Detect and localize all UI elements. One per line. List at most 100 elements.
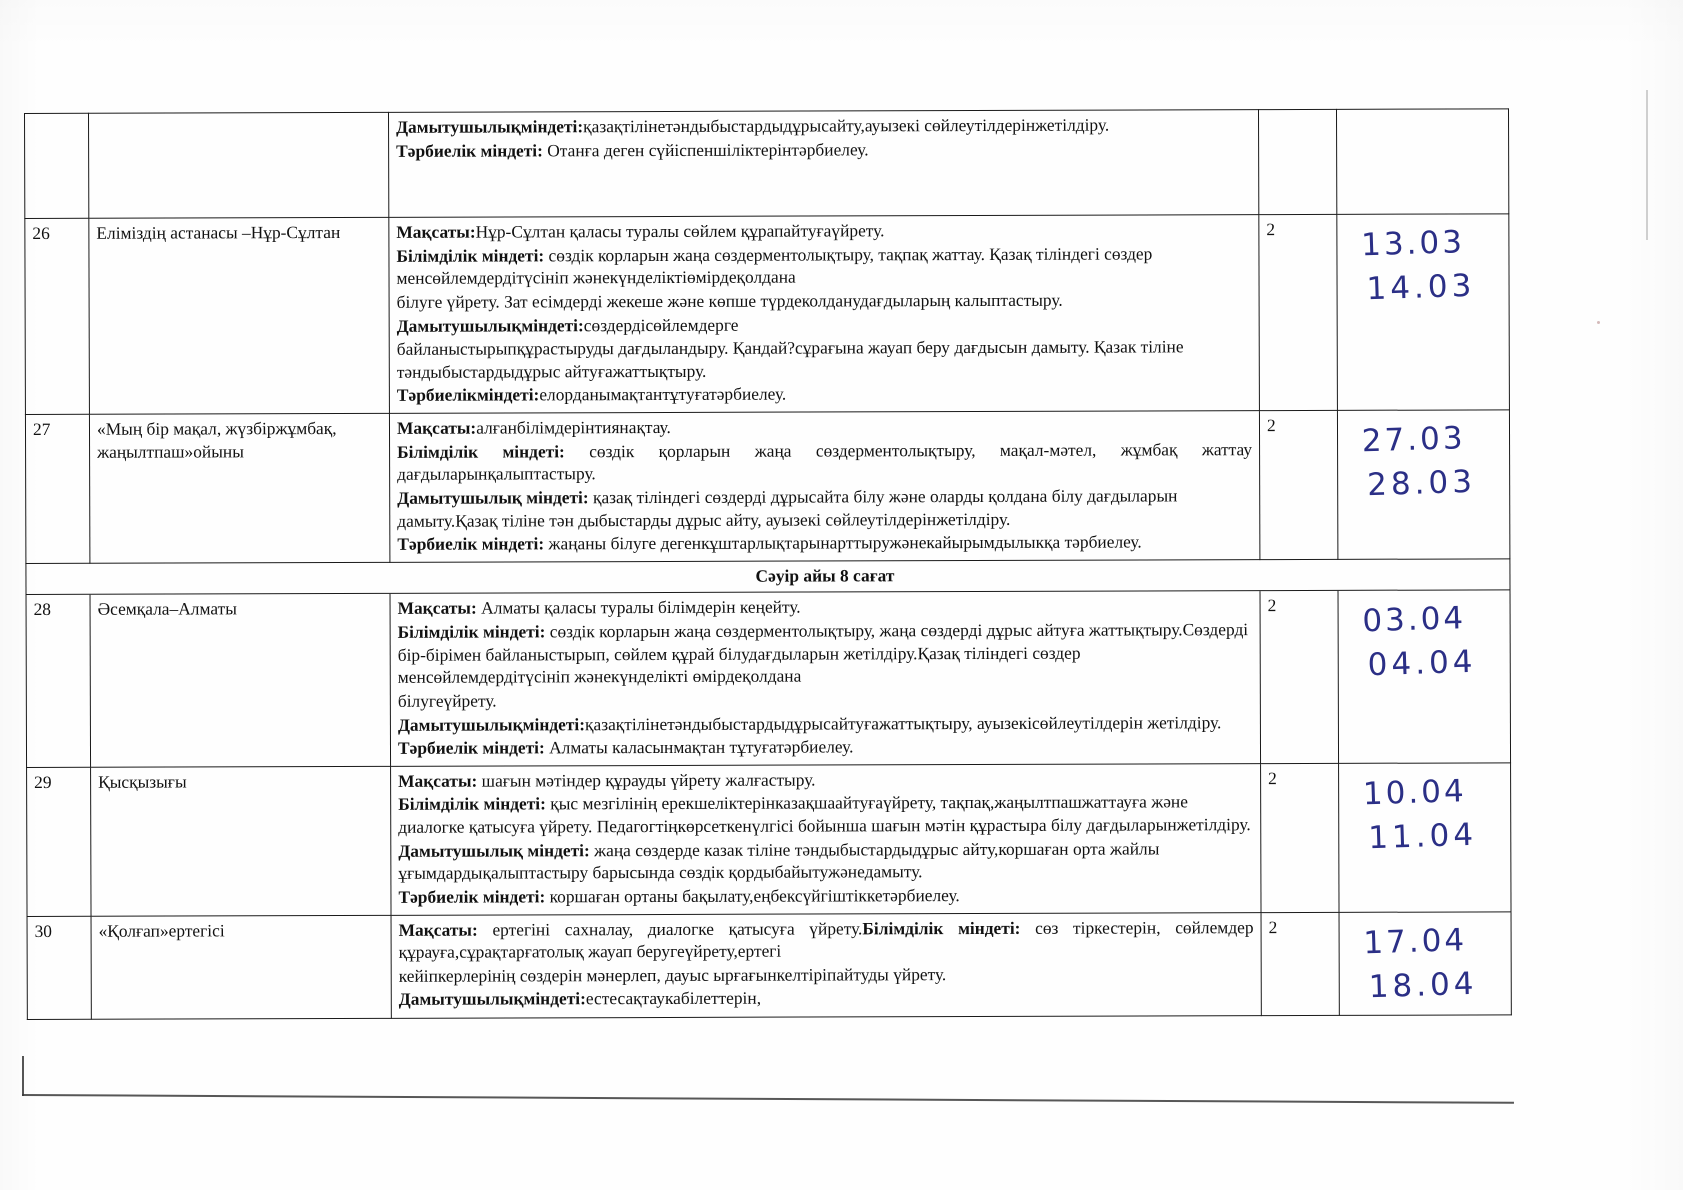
row-hours-cell: 2 — [1261, 911, 1340, 1016]
content-paragraph: Дамытушылықміндеті:сөздердісөйлемдерге — [397, 312, 1252, 337]
content-paragraph: кейіпкерлерінің сөздерін мәнерлеп, дауыс… — [399, 962, 1254, 987]
scan-speck-artifact — [1597, 321, 1600, 324]
content-paragraph: Мақсаты:алғанбілімдерінтиянақтау. — [397, 414, 1252, 439]
paragraph-text: қазақтілінетәндыбыстардыдұрысайту,ауызек… — [583, 114, 1110, 137]
content-paragraph: Білімділік міндеті: сөздік қорларын жаңа… — [397, 438, 1252, 486]
paragraph-label: Дамытушылықміндеті: — [398, 988, 586, 1010]
row-content-cell: Мақсаты:Нұр-Сұлтан қаласы туралы сөйлем … — [388, 214, 1260, 414]
paragraph-label: Дамытушылықміндеті: — [396, 314, 584, 336]
content-paragraph: білугеүйрету. — [398, 687, 1253, 712]
lesson-plan-table: Дамытушылықміндеті:қазақтілінетәндыбыста… — [24, 108, 1512, 1020]
table-body: Дамытушылықміндеті:қазақтілінетәндыбыста… — [24, 108, 1512, 1020]
handwritten-dates: 10.04 11.04 — [1346, 762, 1506, 861]
handwritten-date-first: 10.04 — [1362, 772, 1468, 813]
month-banner-row: Сәуір айы 8 сағат — [25, 558, 1511, 595]
handwritten-date-first: 17.04 — [1362, 921, 1468, 961]
paragraph-label: Білімділік міндеті: — [397, 621, 546, 642]
row-date-cell: 10.04 11.04 — [1338, 762, 1512, 912]
content-paragraph: Тәрбиелік міндеті: Отанға деген сүйіспен… — [396, 137, 1251, 162]
paragraph-text: алғанбілімдерінтиянақтау. — [476, 416, 671, 438]
page-right-edge-artifact — [1646, 90, 1648, 240]
row-number-cell: 27 — [25, 414, 90, 564]
paragraph-text: білугеүйрету. — [397, 690, 497, 711]
handwritten-date-second: 04.04 — [1367, 644, 1478, 684]
table-row: 27 «Мың бір мақал, жүзбіржұмбақ, жаңылтп… — [25, 409, 1510, 564]
row-topic-cell — [88, 112, 389, 219]
content-paragraph: Білімділік міндеті: қыс мезгілінің ерекш… — [398, 791, 1253, 839]
paragraph-label: Тәрбиелік міндеті: — [398, 886, 546, 907]
paragraph-label: Дамытушылық міндеті: — [398, 839, 590, 861]
handwritten-date-first: 03.04 — [1361, 600, 1467, 640]
paragraph-label: Тәрбиелік міндеті: — [397, 533, 545, 554]
paragraph-label: Білімділік міндеті: — [397, 440, 565, 462]
paragraph-text: Нұр-Сұлтан қаласы туралы сөйлем құрапайт… — [475, 220, 885, 242]
row-content-cell: Мақсаты:алғанбілімдерінтиянақтау. Білімд… — [389, 410, 1260, 563]
content-paragraph: білуге үйрету. Зат есімдерді жекеше және… — [397, 288, 1252, 313]
handwritten-dates: 03.04 04.04 — [1346, 589, 1506, 688]
paragraph-label: Мақсаты: — [396, 417, 477, 438]
row-topic-cell: Еліміздің астанасы –Нұр-Сұлтан — [88, 217, 390, 415]
row-number-cell: 30 — [27, 915, 92, 1020]
handwritten-date-second: 28.03 — [1366, 463, 1477, 504]
banner-right-spacer2 — [1337, 558, 1511, 591]
content-paragraph: байланыстырыпқұрастыруды дағдыландыру. Қ… — [397, 335, 1252, 383]
paragraph-label: Білімділік міндеті: — [396, 244, 545, 266]
row-date-cell: 27.03 28.03 — [1337, 409, 1510, 560]
banner-left-spacer — [25, 563, 91, 595]
row-hours-cell: 2 — [1260, 590, 1339, 764]
handwritten-dates: 27.03 28.03 — [1345, 409, 1505, 508]
content-paragraph: Тәрбиелік міндеті: Алматы каласынмақтан … — [398, 734, 1253, 759]
paragraph-text: кейіпкерлерінің сөздерін мәнерлеп, дауыс… — [398, 963, 947, 986]
handwritten-date-second: 14.03 — [1366, 267, 1476, 308]
paragraph-text: ертегіні сахналау, диалогке қатысуға үйр… — [477, 917, 863, 940]
paragraph-label: Дамытушылықміндеті: — [397, 713, 586, 735]
content-paragraph: Білімділік міндеті: сөздік корларын жаңа… — [396, 242, 1251, 290]
paragraph-label: Дамытушылық міндеті: — [397, 487, 589, 508]
content-paragraph: Дамытушылық міндеті: қазақ тіліндегі сөз… — [397, 484, 1252, 532]
paragraph-text: елорданымақтантұтуғатәрбиелеу. — [539, 383, 787, 405]
paragraph-text: байланыстырыпқұрастыруды дағдыландыру. Қ… — [396, 336, 1184, 382]
row-topic-cell: Әсемқала–Алматы — [90, 593, 391, 768]
paragraph-text: Алматы каласынмақтан тұтуғатәрбиелеу. — [544, 736, 854, 758]
handwritten-dates: 17.04 18.04 — [1347, 910, 1507, 1009]
paragraph-label: Мақсаты: — [396, 221, 476, 242]
row-number-cell — [24, 113, 89, 219]
paragraph-text: шағын мәтіндер құрауды үйрету жалғастыру… — [477, 769, 816, 791]
page-bottom-rule-artifact — [21, 1094, 1514, 1104]
content-paragraph: Мақсаты:Нұр-Сұлтан қаласы туралы сөйлем … — [396, 218, 1251, 243]
row-content-cell: Мақсаты: шағын мәтіндер құрауды үйрету ж… — [390, 763, 1262, 915]
content-paragraph: Тәрбиелік міндеті: коршаған ортаны бақыл… — [398, 883, 1253, 908]
page-left-border-artifact — [22, 1056, 24, 1096]
table-row: 29 Қысқызығы Мақсаты: шағын мәтіндер құр… — [26, 762, 1512, 916]
row-date-cell — [1336, 108, 1509, 215]
content-paragraph: Дамытушылық міндеті: жаңа сөздерде казак… — [398, 837, 1253, 885]
banner-left-spacer2 — [89, 562, 391, 595]
paragraph-label: Мақсаты: — [398, 770, 478, 791]
table-row: 26 Еліміздің астанасы –Нұр-Сұлтан Мақсат… — [24, 213, 1510, 415]
paragraph-text: естесақтаукабілеттерін, — [585, 988, 762, 1009]
paragraph-label: Мақсаты: — [397, 597, 477, 619]
handwritten-date-second: 18.04 — [1368, 965, 1479, 1005]
row-hours-cell — [1258, 109, 1337, 215]
row-number-cell: 29 — [26, 767, 92, 916]
content-paragraph: Мақсаты: шағын мәтіндер құрауды үйрету ж… — [398, 767, 1253, 792]
content-paragraph: Білімділік міндеті: сөздік корларын жаңа… — [398, 618, 1253, 689]
paragraph-text: Алматы қаласы туралы білімдерін кеңейту. — [476, 596, 801, 618]
lesson-plan-table-wrapper: Дамытушылықміндеті:қазақтілінетәндыбыста… — [24, 108, 1512, 1020]
row-topic-cell: «Мың бір мақал, жүзбіржұмбақ, жаңылтпаш»… — [89, 413, 390, 564]
table-row: 28 Әсемқала–Алматы Мақсаты: Алматы қалас… — [26, 589, 1511, 768]
paragraph-text: қазақтілінетәндыбыстардыдұрысайтуғажатты… — [584, 711, 1222, 734]
row-hours-cell: 2 — [1260, 763, 1340, 913]
paragraph-label: Тәрбиелік міндеті: — [396, 139, 543, 161]
content-paragraph: Дамытушылықміндеті:қазақтілінетәндыбыста… — [398, 711, 1253, 736]
table-row: Дамытушылықміндеті:қазақтілінетәндыбыста… — [24, 108, 1509, 219]
handwritten-date-first: 13.03 — [1360, 224, 1466, 264]
row-hours-cell: 2 — [1258, 214, 1338, 411]
table-row: 30 «Қолғап»ертегісі Мақсаты: ертегіні са… — [27, 910, 1512, 1020]
paragraph-text: сөздердісөйлемдерге — [583, 314, 739, 335]
paragraph-inline-label: Білімділік міндеті: — [862, 917, 1021, 938]
handwritten-dates: 13.03 14.03 — [1344, 213, 1504, 312]
content-paragraph: Тәрбиелікміндеті:елорданымақтантұтуғатәр… — [397, 382, 1252, 407]
row-date-cell: 17.04 18.04 — [1339, 910, 1512, 1015]
